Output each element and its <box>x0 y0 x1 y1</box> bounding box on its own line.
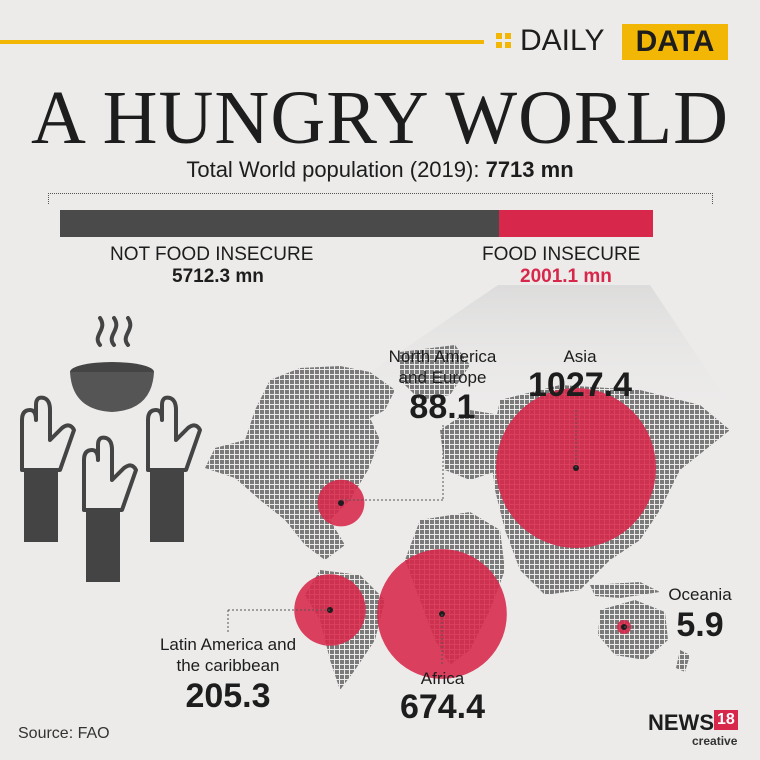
label-food-insecure: FOOD INSECURE <box>482 244 641 265</box>
logo-sub: creative <box>692 734 738 748</box>
map-oceania <box>598 600 668 660</box>
source-note: Source: FAO <box>18 725 110 742</box>
region-oceania-value: 5.9 <box>676 606 724 644</box>
region-asia-name: Asia <box>563 347 597 366</box>
region-latin-line1: Latin America and <box>159 635 297 654</box>
region-latin-name: Latin America and the caribbean <box>128 634 328 676</box>
badge-daily-text: DAILY <box>520 24 605 57</box>
region-africa-name: Africa <box>420 669 465 688</box>
header-rule <box>0 40 484 44</box>
region-asia-value: 1027.4 <box>528 366 632 404</box>
value-food-insecure: 2001.1 mn <box>520 266 612 287</box>
region-latin-line2: the caribbean <box>176 656 280 675</box>
news18-logo: NEWS 18 creative <box>648 710 740 750</box>
region-africa-value: 674.4 <box>399 688 486 726</box>
bar-not-food-insecure <box>60 210 499 237</box>
value-not-food-insecure: 5712.3 mn <box>172 266 264 287</box>
logo-brand: NEWS <box>648 710 714 735</box>
map-new-zealand <box>676 650 690 672</box>
logo-number: 18 <box>714 710 738 730</box>
region-na-europe-line1: North America <box>388 347 497 366</box>
subtitle-value: 7713 mn <box>485 157 574 182</box>
subtitle: Total World population (2019): 7713 mn <box>0 155 760 185</box>
total-bracket <box>48 193 713 204</box>
region-na-europe-value: 88.1 <box>409 388 476 426</box>
bar-food-insecure <box>499 210 653 237</box>
badge-data-box <box>622 24 728 60</box>
map-north-america <box>205 366 395 560</box>
bubble-center-north-america-europe <box>338 500 344 506</box>
region-na-europe-line2: and Europe <box>398 368 487 387</box>
daily-dots-icon <box>496 33 512 49</box>
badge-data-text: DATA <box>635 25 715 58</box>
region-latin-value: 205.3 <box>185 677 271 715</box>
region-na-europe-name: North America and Europe <box>360 346 525 388</box>
subtitle-label: Total World population (2019): <box>186 157 480 182</box>
raised-hands-icon <box>20 395 202 582</box>
bowl-icon <box>70 316 154 412</box>
map-indonesia <box>590 582 660 598</box>
label-not-food-insecure: NOT FOOD INSECURE <box>110 244 314 265</box>
region-oceania-name: Oceania <box>668 585 732 604</box>
page-title: A HUNGRY WORLD <box>30 76 730 160</box>
map-greenland <box>400 345 470 400</box>
